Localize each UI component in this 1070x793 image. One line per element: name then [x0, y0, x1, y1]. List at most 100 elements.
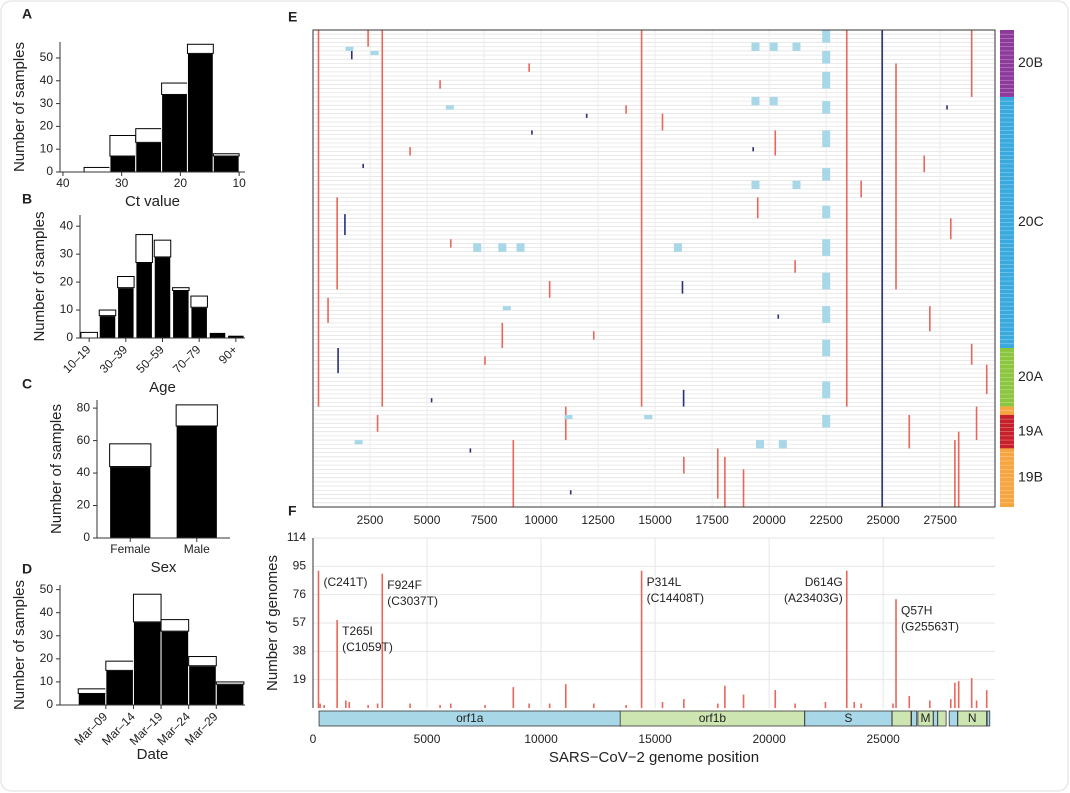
bar-segment	[98, 309, 117, 317]
bar-segment	[109, 443, 152, 468]
mutation	[985, 364, 988, 395]
y-tick-label: 30	[40, 96, 54, 110]
mutation	[752, 147, 754, 152]
x-axis-title: Ct value	[125, 193, 180, 210]
annotation: (A23403G)	[784, 591, 843, 605]
mutation	[751, 96, 760, 106]
y-axis-title: Number of samples	[11, 42, 28, 172]
y-tick-label: 40	[40, 73, 54, 87]
mutation	[860, 180, 862, 198]
mutation	[769, 42, 778, 51]
y-tick-label: 10	[40, 674, 54, 688]
bar-segment	[132, 621, 162, 706]
bar-segment	[186, 52, 214, 173]
mutation	[756, 197, 759, 219]
bar-segment	[161, 82, 188, 95]
clade-label: 19B	[1018, 468, 1043, 484]
y-tick-label: 30	[40, 628, 54, 642]
mutation	[502, 306, 511, 311]
bar-segment	[186, 43, 214, 54]
panel-label: E	[288, 9, 297, 25]
bar-segment	[153, 256, 172, 339]
mutation	[381, 30, 384, 407]
gene-label: orf1b	[699, 711, 727, 725]
bar-segment	[109, 466, 152, 539]
panel-label: B	[22, 191, 32, 207]
mutation	[751, 180, 760, 189]
bar-segment	[77, 688, 107, 694]
gene-label: orf1a	[456, 711, 484, 725]
y-tick-label: 0	[66, 330, 73, 344]
mutation	[439, 80, 441, 89]
gene	[932, 710, 939, 727]
mutation	[822, 168, 831, 181]
gene	[957, 710, 987, 727]
mutation	[370, 50, 379, 56]
y-tick-label: 57	[293, 615, 307, 629]
mutation	[449, 239, 452, 248]
mutation	[327, 297, 329, 323]
mutation	[769, 96, 778, 106]
mutation	[336, 197, 338, 290]
y-tick-label: 10	[60, 302, 74, 316]
bar-segment	[215, 681, 245, 685]
mutation	[957, 431, 960, 507]
x-tick-label: 10	[232, 176, 246, 190]
mutation	[644, 414, 653, 420]
x-axis-title: Sex	[151, 559, 177, 576]
annotation: Q57H	[901, 603, 932, 617]
mutation	[531, 130, 533, 135]
bar-segment	[105, 669, 134, 706]
mutation	[774, 130, 777, 156]
mutation	[881, 30, 883, 507]
x-tick-label: 20	[174, 176, 188, 190]
mutation	[512, 440, 515, 507]
x-tick-label: 12500	[581, 513, 615, 527]
x-tick-label: 5000	[414, 732, 441, 746]
y-tick-label: 95	[293, 559, 307, 573]
mutation	[822, 414, 831, 428]
bar-segment	[175, 404, 218, 427]
mutation	[822, 272, 831, 290]
mutation	[362, 163, 364, 169]
mutation	[975, 406, 978, 441]
mutation	[756, 440, 765, 449]
mutation	[569, 490, 572, 495]
mutation	[473, 243, 482, 252]
bar-segment	[135, 262, 153, 339]
mutation	[822, 101, 831, 114]
y-axis-title: Number of samples	[48, 404, 65, 534]
gene	[911, 710, 918, 727]
y-tick-label: 20	[40, 651, 54, 665]
annotation: D614G	[805, 575, 843, 589]
y-tick-label: 60	[77, 433, 91, 447]
mutation	[845, 30, 848, 407]
x-tick-label: Male	[184, 542, 210, 556]
mutation	[792, 180, 801, 189]
mutation	[716, 448, 719, 499]
bar-segment	[160, 630, 190, 706]
y-tick-label: 76	[293, 587, 307, 601]
mutation	[908, 414, 911, 449]
panel-label: C	[22, 376, 32, 392]
mutation	[661, 113, 664, 131]
mutation	[822, 306, 831, 323]
x-tick-label: 2500	[357, 513, 384, 527]
x-tick-label: 40	[56, 176, 70, 190]
x-tick-label: 20000	[752, 732, 786, 746]
annotation: (C241T)	[323, 575, 367, 589]
y-tick-label: 0	[46, 697, 53, 711]
mutation	[640, 30, 643, 407]
annotation: P314L	[647, 575, 682, 589]
annotation: T265I	[342, 624, 373, 638]
mutation	[344, 214, 346, 236]
mutation	[778, 440, 787, 449]
y-tick-label: 40	[40, 605, 54, 619]
mutation	[742, 469, 745, 507]
bar-segment	[117, 287, 135, 339]
x-tick-label: 27500	[924, 513, 958, 527]
mutation	[792, 42, 801, 51]
bar-segment	[153, 239, 172, 258]
mutation	[822, 30, 831, 43]
